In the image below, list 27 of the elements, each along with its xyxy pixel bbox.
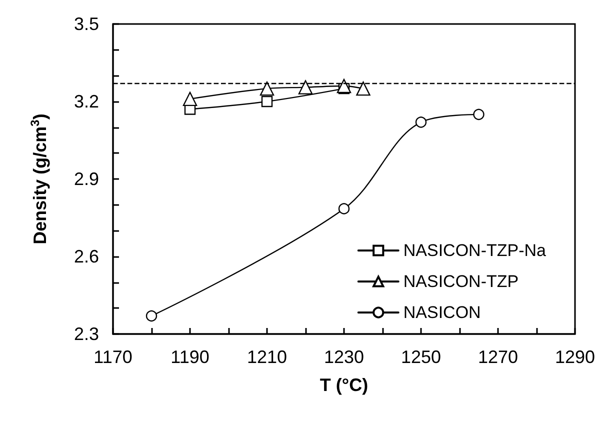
legend-label: NASICON (403, 303, 481, 322)
x-tick-label: 1230 (324, 347, 364, 367)
legend-label: NASICON-TZP (403, 272, 519, 291)
y-axis-title: Density (g/cm3) (28, 114, 50, 244)
point (298, 80, 313, 94)
y-tick-label: 2.3 (74, 324, 99, 344)
x-tick-label: 1170 (94, 347, 132, 367)
point (356, 81, 370, 96)
point (260, 81, 274, 96)
point (415, 116, 427, 128)
point (182, 92, 198, 106)
y-tick-label: 2.9 (74, 169, 99, 189)
point (261, 96, 273, 108)
point (336, 78, 352, 94)
x-tick-label: 1270 (478, 347, 518, 367)
point (338, 203, 350, 214)
x-tick-label: 1210 (246, 347, 288, 367)
y-tick-label: 3.5 (74, 14, 99, 34)
x-tick-label: 1190 (170, 347, 210, 367)
x-tick-label: 1290 (554, 347, 596, 367)
point (473, 108, 484, 120)
x-tick-label: 1250 (400, 347, 442, 367)
x-axis-title: T (°C) (320, 375, 368, 395)
y-tick-label: 2.6 (74, 246, 99, 266)
legend-label: NASICON-TZP-Na (403, 241, 547, 260)
y-tick-label: 3.2 (74, 92, 99, 112)
point (146, 310, 158, 322)
